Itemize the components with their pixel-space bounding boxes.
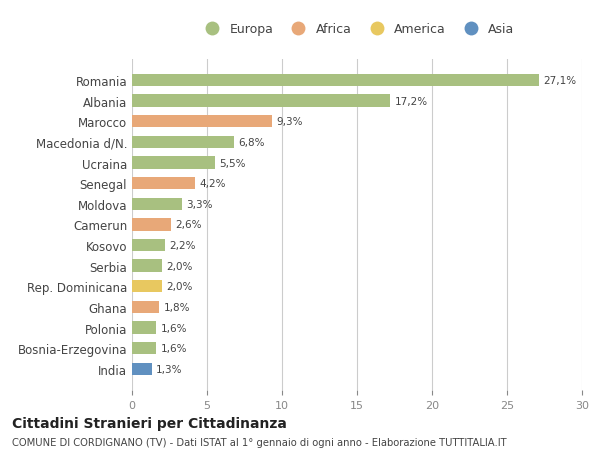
Bar — [132, 280, 162, 293]
Bar — [132, 75, 539, 87]
Text: 2,6%: 2,6% — [176, 220, 202, 230]
Legend: Europa, Africa, America, Asia: Europa, Africa, America, Asia — [199, 23, 515, 36]
Text: 1,6%: 1,6% — [161, 343, 187, 353]
Bar — [132, 136, 234, 149]
Bar — [132, 219, 171, 231]
Text: 2,0%: 2,0% — [167, 282, 193, 291]
Text: 27,1%: 27,1% — [543, 76, 576, 86]
Text: 2,0%: 2,0% — [167, 261, 193, 271]
Bar — [132, 301, 159, 313]
Bar — [132, 322, 156, 334]
Text: 3,3%: 3,3% — [186, 199, 212, 209]
Text: 2,2%: 2,2% — [170, 241, 196, 251]
Text: 17,2%: 17,2% — [395, 96, 428, 106]
Text: 1,3%: 1,3% — [156, 364, 182, 374]
Bar — [132, 198, 182, 211]
Text: 1,6%: 1,6% — [161, 323, 187, 333]
Bar — [132, 95, 390, 107]
Text: COMUNE DI CORDIGNANO (TV) - Dati ISTAT al 1° gennaio di ogni anno - Elaborazione: COMUNE DI CORDIGNANO (TV) - Dati ISTAT a… — [12, 437, 506, 447]
Text: 1,8%: 1,8% — [163, 302, 190, 312]
Bar — [132, 239, 165, 252]
Bar — [132, 157, 215, 169]
Bar — [132, 342, 156, 354]
Bar — [132, 178, 195, 190]
Text: 9,3%: 9,3% — [276, 117, 302, 127]
Text: 6,8%: 6,8% — [239, 138, 265, 148]
Bar — [132, 363, 151, 375]
Bar — [132, 116, 271, 128]
Bar — [132, 260, 162, 272]
Text: Cittadini Stranieri per Cittadinanza: Cittadini Stranieri per Cittadinanza — [12, 416, 287, 430]
Text: 5,5%: 5,5% — [219, 158, 245, 168]
Text: 4,2%: 4,2% — [199, 179, 226, 189]
